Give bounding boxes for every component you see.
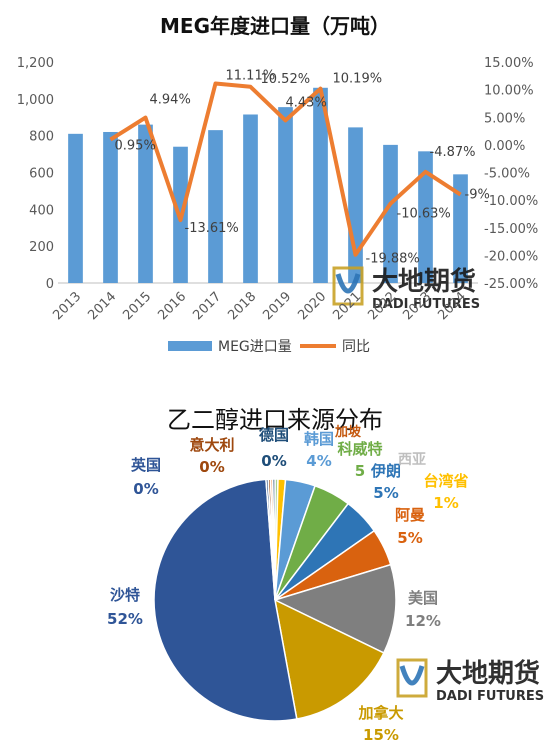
x-tick-label: 2017 <box>190 289 224 323</box>
pie-label: 4% <box>306 452 331 470</box>
y-right-tick-label: 10.00% <box>484 84 534 99</box>
y-left-tick-label: 600 <box>29 167 54 182</box>
pie-label: 意大利 <box>189 436 234 454</box>
pie-label: 0% <box>261 452 286 470</box>
pie-label: 科威特 <box>337 440 382 458</box>
yoy-data-label: -9% <box>465 188 490 203</box>
pie-label-singapore: 加坡 <box>334 424 362 440</box>
pie-slice <box>153 478 298 722</box>
x-tick-label: 2019 <box>260 289 294 323</box>
y-left-tick-label: 400 <box>29 203 54 218</box>
pie-label: 5 <box>355 462 365 480</box>
y-left-tick-label: 800 <box>29 130 54 145</box>
pie-label: 沙特 <box>110 586 140 604</box>
yoy-data-label: 4.43% <box>286 95 327 110</box>
x-tick-label: 2018 <box>225 289 259 323</box>
pie-label: 德国 <box>259 426 289 444</box>
pie-chart-svg: 英国 0% 意大利 0% 德国 0% 韩国 4% 科威特 5 伊朗 5% 阿曼 5% 台湾省 1% 美国 12% 加… <box>107 424 544 744</box>
y-left-tick-label: 0 <box>46 277 54 292</box>
logo-mark-icon <box>399 665 425 686</box>
x-tick-label: 2014 <box>85 289 119 323</box>
bar-meg-import <box>313 87 328 284</box>
y-right-tick-label: -25.00% <box>484 277 538 292</box>
y-right-tick-label: -15.00% <box>484 222 538 237</box>
pie-label-malaysia: 西亚 <box>398 452 426 468</box>
yoy-data-label: -4.87% <box>430 145 476 160</box>
x-tick-label: 2016 <box>155 289 189 323</box>
pie-label: 0% <box>133 480 158 498</box>
pie-label: 伊朗 <box>370 462 401 480</box>
bar-chart-title: MEG年度进口量（万吨） <box>160 14 390 38</box>
logo-frame-icon <box>396 658 428 698</box>
yoy-data-label: -13.61% <box>185 221 239 236</box>
legend-label-bar: MEG进口量 <box>218 339 292 355</box>
bar-chart-panel: MEG年度进口量（万吨） 0 200 400 600 800 1,000 1,200 15.0… <box>0 0 550 360</box>
bar-meg-import <box>278 107 293 283</box>
pie-label: 52% <box>107 610 143 628</box>
bar-meg-import <box>418 151 433 283</box>
watermark-text-en: DADI FUTURES <box>372 297 480 312</box>
pie-label: 5% <box>397 529 422 547</box>
legend-label-line: 同比 <box>342 339 370 355</box>
pie-label: 12% <box>405 612 441 630</box>
pie-slice <box>271 478 276 601</box>
logo-frame-icon <box>332 266 364 306</box>
pie-label: 美国 <box>408 589 438 607</box>
pie-label: 英国 <box>131 456 161 474</box>
pie-slice <box>272 563 397 654</box>
watermark-text-cn: 大地期货 <box>436 658 540 689</box>
pie-label: 15% <box>363 726 399 744</box>
x-tick-label: 2020 <box>295 289 329 323</box>
y-left-tick-label: 200 <box>29 240 54 255</box>
yoy-data-label: -10.63% <box>397 207 451 222</box>
y-right-tick-label: -10.00% <box>484 194 538 209</box>
watermark-text-cn: 大地期货 <box>372 266 476 297</box>
bar-meg-import <box>138 124 153 283</box>
y-right-tick-label: 5.00% <box>484 111 525 126</box>
pie-label: 阿曼 <box>395 506 425 524</box>
bar-meg-import <box>383 144 398 283</box>
pie-label: 台湾省 <box>423 472 468 490</box>
watermark-text-en: DADI FUTURES <box>436 689 544 704</box>
line-yoy <box>109 81 462 257</box>
y-right-tick-label: 0.00% <box>484 139 525 154</box>
yoy-data-label: 11.11% <box>226 68 276 83</box>
y-right-tick-label: 15.00% <box>484 56 534 71</box>
legend-swatch-bar <box>168 341 212 351</box>
pie-label: 1% <box>433 494 458 512</box>
bar-meg-import <box>208 130 223 283</box>
y-left-tick-label: 1,000 <box>17 93 54 108</box>
yoy-data-label: 10.19% <box>333 72 383 87</box>
x-tick-label: 2013 <box>50 289 84 323</box>
pie-label: 韩国 <box>304 430 334 448</box>
yoy-data-label: 4.94% <box>150 93 191 108</box>
pie-label: 加拿大 <box>357 704 403 722</box>
bar-chart-svg: 0 200 400 600 800 1,000 1,200 15.00% 10.00% 5.00%… <box>17 56 538 355</box>
yoy-data-label: 10.52% <box>261 72 311 87</box>
pie-chart-title: 乙二醇进口来源分布 <box>167 406 383 434</box>
y-left-tick-label: 1,200 <box>17 56 54 71</box>
y-right-tick-label: -20.00% <box>484 249 538 264</box>
pie-slice <box>273 598 385 720</box>
bar-meg-import <box>348 127 363 283</box>
pie-label: 5% <box>373 484 398 502</box>
bar-meg-import <box>453 174 468 283</box>
logo-mark-icon <box>335 273 361 294</box>
bar-meg-import <box>243 114 258 283</box>
pie-chart-panel: 乙二醇进口来源分布 英国 0% 意大利 0% 德国 0% 韩国 4% 科威特 5 伊朗 5% 阿曼 5% 台… <box>0 378 550 756</box>
bar-meg-import <box>103 131 118 283</box>
x-tick-label: 2015 <box>120 289 154 323</box>
yoy-data-label: 0.95% <box>115 139 156 154</box>
yoy-data-label: -19.88% <box>366 252 420 267</box>
pie-label: 0% <box>199 458 224 476</box>
bar-meg-import <box>68 133 83 283</box>
y-right-tick-label: -5.00% <box>484 167 530 182</box>
